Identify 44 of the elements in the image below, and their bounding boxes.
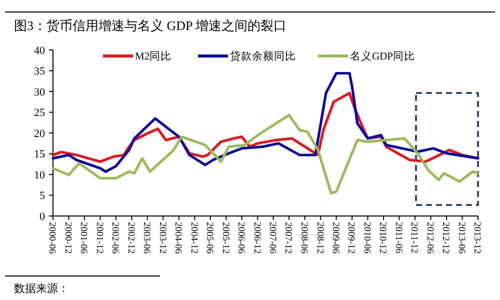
x-tick-label: 2007-06 [266,222,277,254]
x-tick-label: 2005-06 [204,222,214,254]
y-tick-label: 10 [34,169,46,182]
legend-label: 名义GDP同比 [350,50,416,63]
x-tick-label: 2010-06 [361,222,372,254]
x-tick-label: 2004-06 [172,222,183,254]
line-series [52,114,480,194]
x-tick-label: 2002-12 [125,222,136,254]
x-tick-label: 2002-06 [110,222,120,254]
x-tick-label: 2011-06 [392,222,403,254]
x-tick-label: 2003-12 [156,222,167,254]
y-tick-label: 25 [34,107,46,120]
chart-title: 图3：货币信用增速与名义 GDP 增速之间的裂口 [14,18,287,33]
x-tick-label: 2012-12 [440,222,450,254]
y-tick-label: 0 [40,210,46,223]
x-tick-label: 2000-12 [62,222,72,254]
x-tick-label: 2008-06 [298,222,309,254]
x-tick-label: 2009-06 [330,222,340,254]
x-tick-label: 2006-06 [236,222,246,254]
x-tick-label: 2006-12 [251,222,262,254]
y-tick-label: 5 [40,190,46,202]
x-tick-label: 2009-12 [346,222,356,254]
y-tick-label: 20 [34,128,46,140]
x-tick-label: 2013-12 [472,222,482,254]
line-series [52,72,480,173]
y-tick-label: 35 [34,66,46,78]
x-tick-label: 2010-12 [377,222,388,254]
y-tick-label: 40 [34,44,46,57]
x-tick-label: 2012-06 [424,222,434,254]
x-tick-label: 2005-12 [220,222,230,254]
source-note: 数据来源： [14,282,69,295]
x-tick-label: 2001-06 [78,222,88,254]
x-tick-label: 2007-12 [282,222,293,254]
y-tick-label: 30 [34,86,46,98]
x-tick-label: 2000-06 [46,222,57,254]
legend-label: M2同比 [135,50,172,63]
x-tick-label: 2011-12 [408,222,419,254]
x-tick-label: 2013-06 [456,222,466,254]
x-tick-label: 2004-12 [188,222,198,254]
x-tick-label: 2001-12 [94,222,104,254]
x-tick-label: 2008-12 [314,222,324,254]
legend-label: 贷款余额同比 [230,50,296,63]
x-tick-label: 2003-06 [141,222,152,254]
y-tick-label: 15 [34,148,46,161]
